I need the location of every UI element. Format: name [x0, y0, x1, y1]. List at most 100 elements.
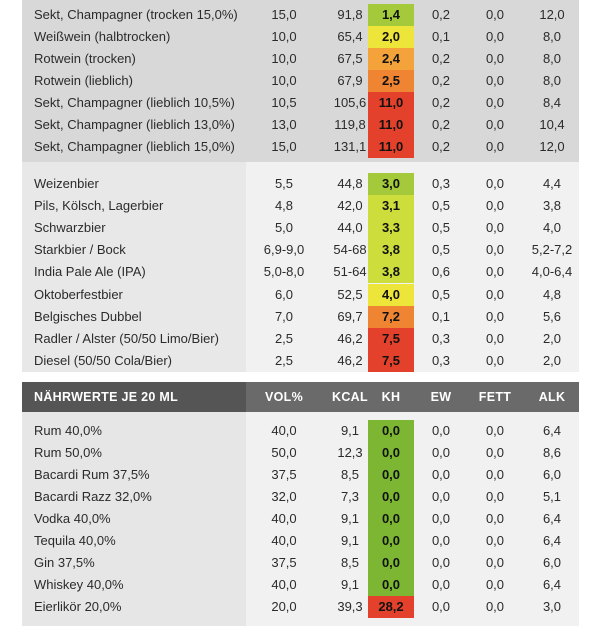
name: Sekt, Champagner (trocken 15,0%) [34, 7, 238, 22]
ew-value: 0,1 [431, 29, 451, 44]
kcal-value: 69,7 [337, 309, 363, 324]
kh-value: 3,3 [381, 220, 401, 235]
vol-value: 10,0 [271, 51, 297, 66]
table-row: Sekt, Champagner (lieblich 13,0%) 13,0 119… [22, 114, 579, 136]
kh-value: 11,0 [378, 139, 404, 154]
kh-color-cell [368, 173, 414, 195]
kh-color-cell [368, 261, 414, 283]
table-row: Tequila 40,0% 40,0 9,1 0,0 0,0 0,0 6,4 [22, 530, 579, 552]
table-row: Eierlikör 20,0% 20,0 39,3 28,2 0,0 0,0 3,0 [22, 596, 579, 618]
kcal-value: 39,3 [337, 599, 363, 614]
fett-value: 0,0 [485, 220, 505, 235]
name: Whiskey 40,0% [34, 577, 124, 592]
fett-value: 0,0 [485, 489, 505, 504]
alk-value: 6,0 [542, 555, 562, 570]
fett-value: 0,0 [485, 555, 505, 570]
kcal-value: 8,5 [340, 467, 360, 482]
vol-value: 40,0 [271, 423, 297, 438]
table-row: Whiskey 40,0% 40,0 9,1 0,0 0,0 0,0 6,4 [22, 574, 579, 596]
kcal-value: 52,5 [337, 287, 363, 302]
fett-value: 0,0 [485, 309, 505, 324]
kh-color-cell [368, 464, 414, 486]
alk-value: 6,0 [542, 467, 562, 482]
name: Gin 37,5% [34, 555, 95, 570]
fett-value: 0,0 [485, 117, 505, 132]
ew-value: 0,2 [431, 51, 451, 66]
header-kcal: KCAL [332, 390, 368, 404]
kcal-value: 44,8 [337, 176, 363, 191]
name: Rotwein (trocken) [34, 51, 136, 66]
table-row: Radler / Alster (50/50 Limo/Bier) 2,5 46,2… [22, 328, 579, 350]
vol-value: 2,5 [274, 353, 294, 368]
kcal-value: 9,1 [340, 533, 360, 548]
header-alk: ALK [538, 390, 566, 404]
header-fett: FETT [478, 390, 512, 404]
name: Oktoberfestbier [34, 287, 123, 302]
alk-value: 5,1 [542, 489, 562, 504]
kh-color-cell [368, 284, 414, 306]
ew-value: 0,0 [431, 533, 451, 548]
kh-value: 2,5 [381, 73, 401, 88]
kh-color-cell [368, 195, 414, 217]
name: Eierlikör 20,0% [34, 599, 122, 614]
name: Weißwein (halbtrocken) [34, 29, 171, 44]
kh-color-cell [368, 486, 414, 508]
vol-value: 2,5 [274, 331, 294, 346]
kh-value: 0,0 [381, 577, 401, 592]
alk-value: 4,0-6,4 [531, 264, 573, 279]
kh-value: 0,0 [381, 445, 401, 460]
kh-value: 1,4 [381, 7, 401, 22]
kcal-value: 9,1 [340, 423, 360, 438]
kh-value: 0,0 [381, 423, 401, 438]
alk-value: 6,4 [542, 533, 562, 548]
fett-value: 0,0 [485, 29, 505, 44]
alk-value: 3,0 [542, 599, 562, 614]
name: Starkbier / Bock [34, 242, 126, 257]
ew-value: 0,0 [431, 577, 451, 592]
kh-color-cell [368, 92, 414, 114]
kh-value: 0,0 [381, 467, 401, 482]
name: Rum 50,0% [34, 445, 102, 460]
fett-value: 0,0 [485, 353, 505, 368]
vol-value: 37,5 [271, 467, 297, 482]
vol-value: 5,0-8,0 [263, 264, 305, 279]
ew-value: 0,5 [431, 198, 451, 213]
ew-value: 0,0 [431, 467, 451, 482]
kcal-value: 46,2 [337, 331, 363, 346]
kh-value: 7,5 [381, 331, 401, 346]
vol-value: 10,5 [271, 95, 297, 110]
ew-value: 0,6 [431, 264, 451, 279]
table-row: Bacardi Razz 32,0% 32,0 7,3 0,0 0,0 0,0 5,1 [22, 486, 579, 508]
name: Rum 40,0% [34, 423, 102, 438]
vol-value: 10,0 [271, 29, 297, 44]
alk-value: 2,0 [542, 353, 562, 368]
table-row: Rum 40,0% 40,0 9,1 0,0 0,0 0,0 6,4 [22, 420, 579, 442]
fett-value: 0,0 [485, 242, 505, 257]
table-row: Oktoberfestbier 6,0 52,5 4,0 0,5 0,0 4,8 [22, 284, 579, 306]
table-row: Starkbier / Bock 6,9-9,0 54-68 3,8 0,5 0,0 5,2… [22, 239, 579, 261]
ew-value: 0,5 [431, 220, 451, 235]
kcal-value: 91,8 [337, 7, 363, 22]
vol-value: 50,0 [271, 445, 297, 460]
kh-value: 7,2 [381, 309, 401, 324]
vol-value: 32,0 [271, 489, 297, 504]
header-vol: VOL% [264, 390, 303, 404]
kcal-value: 131,1 [333, 139, 367, 154]
table-row: Rotwein (trocken) 10,0 67,5 2,4 0,2 0,0 8,0 [22, 48, 579, 70]
kh-value: 28,2 [378, 599, 404, 614]
vol-value: 40,0 [271, 511, 297, 526]
alk-value: 6,4 [542, 511, 562, 526]
header-title: NÄHRWERTE JE 20 ML [34, 390, 179, 404]
fett-value: 0,0 [485, 287, 505, 302]
name: Pils, Kölsch, Lagerbier [34, 198, 164, 213]
kh-value: 2,0 [381, 29, 401, 44]
kh-color-cell [368, 4, 414, 26]
kh-color-cell [368, 574, 414, 596]
kh-color-cell [368, 48, 414, 70]
name: India Pale Ale (IPA) [34, 264, 146, 279]
name: Weizenbier [34, 176, 99, 191]
fett-value: 0,0 [485, 51, 505, 66]
table-row: Vodka 40,0% 40,0 9,1 0,0 0,0 0,0 6,4 [22, 508, 579, 530]
kh-value: 0,0 [381, 533, 401, 548]
kh-value: 11,0 [378, 95, 404, 110]
